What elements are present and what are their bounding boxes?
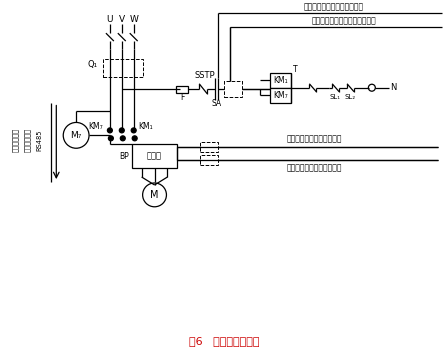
Circle shape (132, 136, 137, 141)
Bar (177, 86, 188, 93)
Text: T: T (293, 66, 298, 75)
Text: 图6   电气控制原理图: 图6 电气控制原理图 (189, 336, 259, 346)
Circle shape (108, 136, 114, 141)
Text: SA: SA (212, 99, 222, 108)
Text: F: F (180, 93, 185, 102)
Text: RS485: RS485 (37, 130, 42, 151)
Bar (200, 155, 218, 165)
Text: M: M (150, 190, 159, 200)
Text: 由中控室来的配料设备起停信号: 由中控室来的配料设备起停信号 (312, 17, 376, 26)
Text: KM₁: KM₁ (273, 76, 288, 85)
Text: U: U (107, 15, 113, 24)
Text: SL₂: SL₂ (345, 94, 355, 100)
Text: KM₇: KM₇ (273, 91, 288, 100)
Bar (103, 59, 143, 77)
Text: W: W (129, 15, 138, 24)
Bar (224, 81, 242, 96)
Bar (270, 73, 291, 88)
Text: V: V (119, 15, 125, 24)
Text: SSTP: SSTP (195, 71, 215, 80)
Circle shape (119, 128, 124, 133)
Text: BP: BP (119, 152, 129, 161)
Circle shape (63, 122, 89, 148)
Circle shape (107, 128, 112, 133)
Text: Q₁: Q₁ (88, 60, 98, 69)
Bar (200, 142, 218, 152)
Bar (270, 88, 291, 103)
Text: SL₁: SL₁ (329, 94, 341, 100)
Text: M₇: M₇ (71, 131, 82, 140)
Text: KM₁: KM₁ (139, 122, 153, 131)
Text: 去中控室配料设备故障信号: 去中控室配料设备故障信号 (287, 135, 342, 144)
Text: 去中控室的配料设备备双信号: 去中控室的配料设备备双信号 (304, 3, 364, 12)
Text: 去中控室配料设备应答信号: 去中控室配料设备应答信号 (287, 163, 342, 172)
Text: 流量控制信号: 流量控制信号 (24, 128, 31, 152)
Circle shape (131, 128, 136, 133)
Text: N: N (391, 83, 397, 92)
Text: KM₇: KM₇ (88, 122, 103, 131)
Circle shape (120, 136, 125, 141)
Text: 变频器: 变频器 (147, 152, 162, 161)
Bar (132, 144, 177, 168)
Text: 散热风机电机: 散热风机电机 (13, 128, 19, 152)
Circle shape (143, 183, 166, 207)
